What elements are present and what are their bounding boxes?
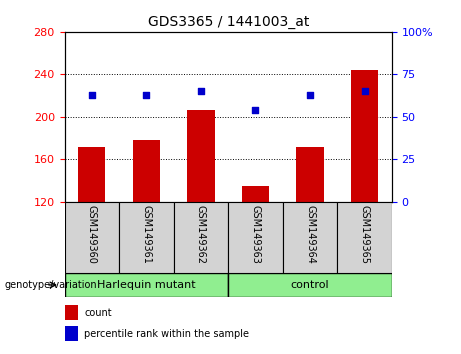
Bar [174,202,228,273]
Text: genotype/variation: genotype/variation [5,280,97,290]
Bar [119,202,174,273]
Bar [296,147,324,202]
Bar [133,140,160,202]
Text: GSM149364: GSM149364 [305,205,315,264]
Bar [65,305,77,320]
Bar [65,273,228,297]
Text: GSM149365: GSM149365 [360,205,370,264]
Bar [228,202,283,273]
Text: GSM149363: GSM149363 [250,205,260,264]
Bar [351,70,378,202]
Text: Harlequin mutant: Harlequin mutant [97,280,195,290]
Point [197,88,205,94]
Point [88,92,95,98]
Point [252,107,259,113]
Text: GSM149360: GSM149360 [87,205,97,264]
Point [306,92,313,98]
Text: GSM149362: GSM149362 [196,205,206,264]
Title: GDS3365 / 1441003_at: GDS3365 / 1441003_at [148,16,309,29]
Text: control: control [291,280,329,290]
Bar [337,202,392,273]
Bar [242,186,269,202]
Bar [65,202,119,273]
Bar [78,147,106,202]
Text: percentile rank within the sample: percentile rank within the sample [84,329,249,339]
Bar [228,273,392,297]
Bar [283,202,337,273]
Bar [65,326,77,341]
Point [142,92,150,98]
Text: count: count [84,308,112,318]
Bar [187,110,214,202]
Text: GSM149361: GSM149361 [142,205,151,264]
Point [361,88,368,94]
